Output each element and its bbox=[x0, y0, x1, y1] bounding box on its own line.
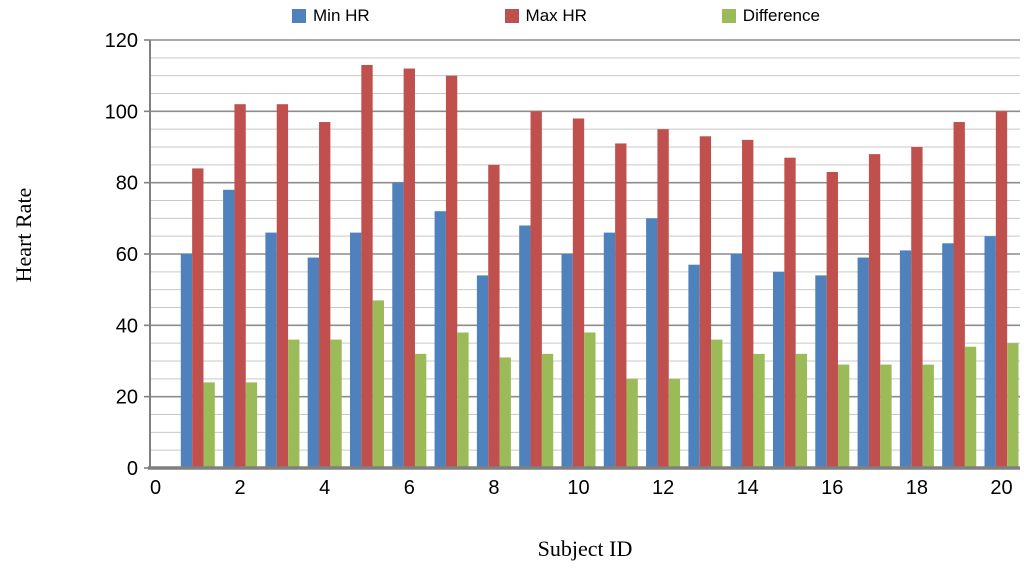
bar-min-hr-subject-4 bbox=[307, 257, 320, 468]
bar-max-hr-subject-14 bbox=[742, 139, 754, 468]
bar-min-hr-subject-7 bbox=[434, 211, 446, 468]
bar-difference-subject-4 bbox=[330, 339, 342, 468]
bar-difference-subject-14 bbox=[753, 353, 765, 468]
legend-item-difference: Difference bbox=[721, 6, 820, 26]
bar-min-hr-subject-9 bbox=[519, 225, 531, 468]
y-tick-label: 120 bbox=[105, 30, 138, 52]
bar-min-hr-subject-10 bbox=[561, 254, 573, 468]
bar-max-hr-subject-12 bbox=[657, 129, 669, 469]
x-tick-label: 20 bbox=[990, 477, 1012, 499]
bar-min-hr-subject-20 bbox=[984, 236, 996, 468]
legend-label-min-hr: Min HR bbox=[313, 6, 370, 25]
legend-label-max-hr: Max HR bbox=[525, 6, 587, 25]
bar-min-hr-subject-12 bbox=[646, 218, 658, 468]
bar-difference-subject-12 bbox=[668, 378, 681, 468]
bar-min-hr-subject-14 bbox=[730, 254, 743, 468]
bar-difference-subject-9 bbox=[541, 353, 554, 468]
y-tick-label: 0 bbox=[127, 458, 138, 480]
x-tick-label: 2 bbox=[235, 477, 246, 499]
bar-difference-subject-20 bbox=[1007, 343, 1019, 468]
bar-min-hr-subject-16 bbox=[815, 275, 827, 468]
bar-max-hr-subject-7 bbox=[445, 75, 458, 469]
bar-max-hr-subject-17 bbox=[868, 154, 881, 468]
legend-item-min-hr: Min HR bbox=[292, 6, 370, 26]
x-tick-label: 14 bbox=[737, 477, 759, 499]
x-tick-label: 4 bbox=[319, 477, 330, 499]
bar-min-hr-subject-11 bbox=[603, 232, 616, 468]
bar-min-hr-subject-17 bbox=[857, 257, 869, 468]
bar-min-hr-subject-19 bbox=[942, 243, 954, 468]
bar-difference-subject-18 bbox=[922, 364, 934, 468]
y-axis-title: Heart Rate bbox=[11, 187, 36, 283]
bar-min-hr-subject-5 bbox=[349, 232, 362, 468]
bar-max-hr-subject-19 bbox=[953, 122, 965, 468]
legend-label-difference: Difference bbox=[742, 6, 820, 25]
bar-max-hr-subject-18 bbox=[911, 147, 923, 468]
bar-max-hr-subject-20 bbox=[995, 111, 1008, 468]
bar-difference-subject-6 bbox=[414, 353, 427, 468]
x-tick-label: 12 bbox=[652, 477, 674, 499]
bar-difference-subject-2 bbox=[245, 382, 258, 468]
bar-difference-subject-13 bbox=[711, 339, 723, 468]
y-tick-label: 40 bbox=[116, 315, 138, 337]
x-tick-label: 10 bbox=[567, 477, 589, 499]
bar-max-hr-subject-16 bbox=[826, 171, 838, 468]
bar-max-hr-subject-6 bbox=[403, 68, 415, 468]
x-tick-label: 6 bbox=[404, 477, 415, 499]
bar-max-hr-subject-4 bbox=[319, 122, 331, 468]
bar-difference-subject-7 bbox=[457, 332, 469, 468]
bar-max-hr-subject-10 bbox=[572, 118, 585, 468]
legend-swatch-difference bbox=[721, 9, 736, 23]
bar-max-hr-subject-5 bbox=[361, 64, 373, 468]
bar-max-hr-subject-2 bbox=[234, 104, 246, 468]
bar-min-hr-subject-1 bbox=[180, 254, 193, 468]
x-tick-label: 8 bbox=[488, 477, 499, 499]
x-axis-title: Subject ID bbox=[537, 536, 633, 561]
y-tick-label: 100 bbox=[105, 101, 138, 123]
bar-difference-subject-11 bbox=[626, 378, 638, 468]
bar-difference-subject-15 bbox=[795, 353, 808, 468]
legend-swatch-min-hr bbox=[292, 9, 306, 23]
bar-difference-subject-17 bbox=[880, 364, 892, 468]
bar-difference-subject-10 bbox=[584, 332, 596, 468]
legend-swatch-max-hr bbox=[504, 9, 519, 23]
bar-min-hr-subject-2 bbox=[223, 189, 235, 469]
bar-difference-subject-3 bbox=[288, 339, 300, 468]
bar-min-hr-subject-3 bbox=[265, 232, 277, 468]
bar-max-hr-subject-3 bbox=[276, 104, 289, 468]
bar-max-hr-subject-13 bbox=[699, 136, 712, 469]
bar-difference-subject-1 bbox=[203, 382, 215, 468]
bar-min-hr-subject-18 bbox=[899, 250, 912, 468]
bar-min-hr-subject-8 bbox=[476, 275, 489, 468]
bar-max-hr-subject-15 bbox=[784, 157, 796, 468]
bar-min-hr-subject-6 bbox=[392, 182, 404, 469]
y-tick-label: 20 bbox=[116, 387, 138, 409]
bar-difference-subject-19 bbox=[964, 346, 977, 468]
bar-difference-subject-16 bbox=[837, 364, 850, 468]
y-tick-label: 80 bbox=[116, 173, 138, 195]
bar-difference-subject-5 bbox=[372, 300, 385, 468]
x-tick-label: 18 bbox=[906, 477, 928, 499]
x-tick-label: 16 bbox=[821, 477, 843, 499]
y-tick-label: 60 bbox=[116, 244, 138, 266]
bar-max-hr-subject-1 bbox=[192, 168, 204, 468]
bar-max-hr-subject-9 bbox=[530, 111, 542, 468]
bar-max-hr-subject-8 bbox=[488, 164, 500, 468]
legend: Min HR Max HR Difference bbox=[292, 6, 820, 26]
x-tick-label: 0 bbox=[150, 477, 161, 499]
legend-item-max-hr: Max HR bbox=[504, 6, 587, 26]
bar-min-hr-subject-13 bbox=[688, 264, 700, 468]
bar-max-hr-subject-11 bbox=[615, 143, 627, 468]
bar-difference-subject-8 bbox=[499, 357, 511, 468]
bar-min-hr-subject-15 bbox=[772, 271, 785, 468]
